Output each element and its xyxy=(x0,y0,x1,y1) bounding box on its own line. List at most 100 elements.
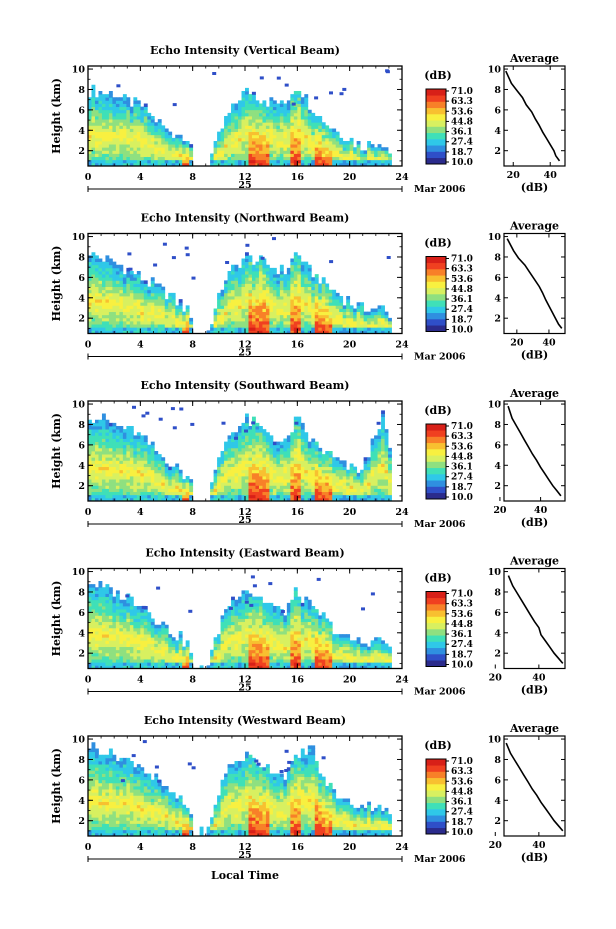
heatmap-cell xyxy=(115,112,120,117)
heatmap-cell xyxy=(251,422,256,427)
heatmap-cell xyxy=(88,125,92,129)
heatmap-cell xyxy=(265,296,270,300)
heatmap-cell xyxy=(311,159,316,164)
heatmap-cell xyxy=(112,463,117,468)
heatmap-cell xyxy=(262,472,267,477)
heatmap-cell xyxy=(217,488,221,493)
heatmap-cell xyxy=(370,311,375,316)
heatmap-cell xyxy=(304,131,309,136)
heatmap-cell xyxy=(255,472,260,477)
heatmap-cell xyxy=(325,141,330,145)
heatmap-cell xyxy=(161,292,166,297)
heatmap-cell xyxy=(112,119,117,123)
heatmap-cell xyxy=(189,491,194,496)
heatmap-cell xyxy=(332,460,337,464)
heatmap-cell xyxy=(314,162,319,167)
y-axis-label: Height (km) xyxy=(50,78,63,154)
heatmap-cell xyxy=(213,497,218,502)
heatmap-cell xyxy=(248,103,253,108)
heatmap-cell xyxy=(255,112,260,117)
heatmap-cell xyxy=(88,634,92,638)
heatmap-cell xyxy=(290,469,295,474)
heatmap-cell xyxy=(147,454,152,458)
heatmap-cell xyxy=(290,479,295,483)
heatmap-cell xyxy=(321,141,326,145)
heatmap-cell xyxy=(314,156,319,161)
heatmap-cell xyxy=(339,485,344,489)
y-tick-label: 4 xyxy=(78,293,85,304)
heatmap-cell xyxy=(88,147,92,151)
heatmap-cell xyxy=(283,131,288,136)
heatmap-cell xyxy=(293,134,298,139)
heatmap-cell xyxy=(122,150,127,154)
heatmap-cell xyxy=(185,162,190,167)
heatmap-cell xyxy=(171,141,176,145)
heatmap-cell xyxy=(112,305,117,309)
heatmap-cell xyxy=(119,426,124,430)
heatmap-cell xyxy=(276,497,281,502)
heatmap-cell xyxy=(248,283,253,288)
date-day: 25 xyxy=(238,348,251,359)
heatmap-cell xyxy=(101,286,106,291)
heatmap-cell xyxy=(136,494,141,499)
heatmap-cell xyxy=(325,330,330,334)
heatmap-cell xyxy=(377,305,382,309)
heatmap-cell xyxy=(140,308,145,313)
heatmap-cell xyxy=(231,153,235,158)
heatmap-cell xyxy=(297,122,302,126)
heatmap-cell xyxy=(297,125,302,129)
heatmap-cell xyxy=(147,308,152,313)
heatmap-cell xyxy=(161,150,166,154)
heatmap-cell xyxy=(164,153,169,158)
heatmap-cell xyxy=(255,274,260,278)
heatmap-cell xyxy=(98,296,103,300)
heatmap-cell xyxy=(147,159,152,164)
heatmap-cell xyxy=(101,413,106,418)
heatmap-cell xyxy=(157,122,162,126)
heatmap-cell xyxy=(119,324,124,328)
heatmap-cell xyxy=(164,321,169,325)
heatmap-cell xyxy=(332,302,337,306)
heatmap-cell xyxy=(150,317,155,322)
heatmap-cell xyxy=(126,153,131,158)
heatmap-cell xyxy=(122,97,127,101)
heatmap-cell xyxy=(108,125,113,129)
heatmap-cell xyxy=(140,479,145,483)
heatmap-cell xyxy=(133,327,138,331)
heatmap-cell xyxy=(272,137,277,142)
heatmap-cell xyxy=(98,581,103,585)
heatmap-cell xyxy=(227,472,232,477)
heatmap-cell xyxy=(258,119,263,123)
heatmap-cell xyxy=(276,131,281,136)
heatmap-cell xyxy=(171,156,176,161)
heatmap-cell xyxy=(307,482,312,486)
colorbar-level: 27.4 xyxy=(451,138,473,148)
heatmap-cell xyxy=(356,305,361,309)
heatmap-cell xyxy=(307,264,312,269)
heatmap-cell xyxy=(116,84,121,88)
heatmap-cell xyxy=(231,497,235,502)
heatmap-cell xyxy=(150,494,155,499)
heatmap-cell xyxy=(115,264,120,269)
heatmap-cell xyxy=(245,137,249,142)
heatmap-cell xyxy=(290,137,295,142)
heatmap-cell xyxy=(210,497,214,502)
colorbar-swatch xyxy=(426,151,446,159)
heatmap-cell xyxy=(119,147,124,151)
heatmap-cell xyxy=(346,141,351,145)
heatmap-cell xyxy=(370,482,375,486)
heatmap-cell xyxy=(161,289,166,294)
heatmap-cell xyxy=(300,271,305,275)
heatmap-cell xyxy=(269,271,274,275)
heatmap-cell xyxy=(94,435,99,439)
heatmap-cell xyxy=(171,302,176,306)
heatmap-cell xyxy=(370,317,375,322)
heatmap-cell xyxy=(279,156,284,161)
heatmap-cell xyxy=(255,460,260,464)
heatmap-cell xyxy=(262,289,267,294)
heatmap-cell xyxy=(217,134,221,139)
heatmap-cell xyxy=(126,100,131,104)
heatmap-cell xyxy=(346,497,351,502)
heatmap-cell xyxy=(88,261,92,266)
heatmap-cell xyxy=(157,482,162,486)
